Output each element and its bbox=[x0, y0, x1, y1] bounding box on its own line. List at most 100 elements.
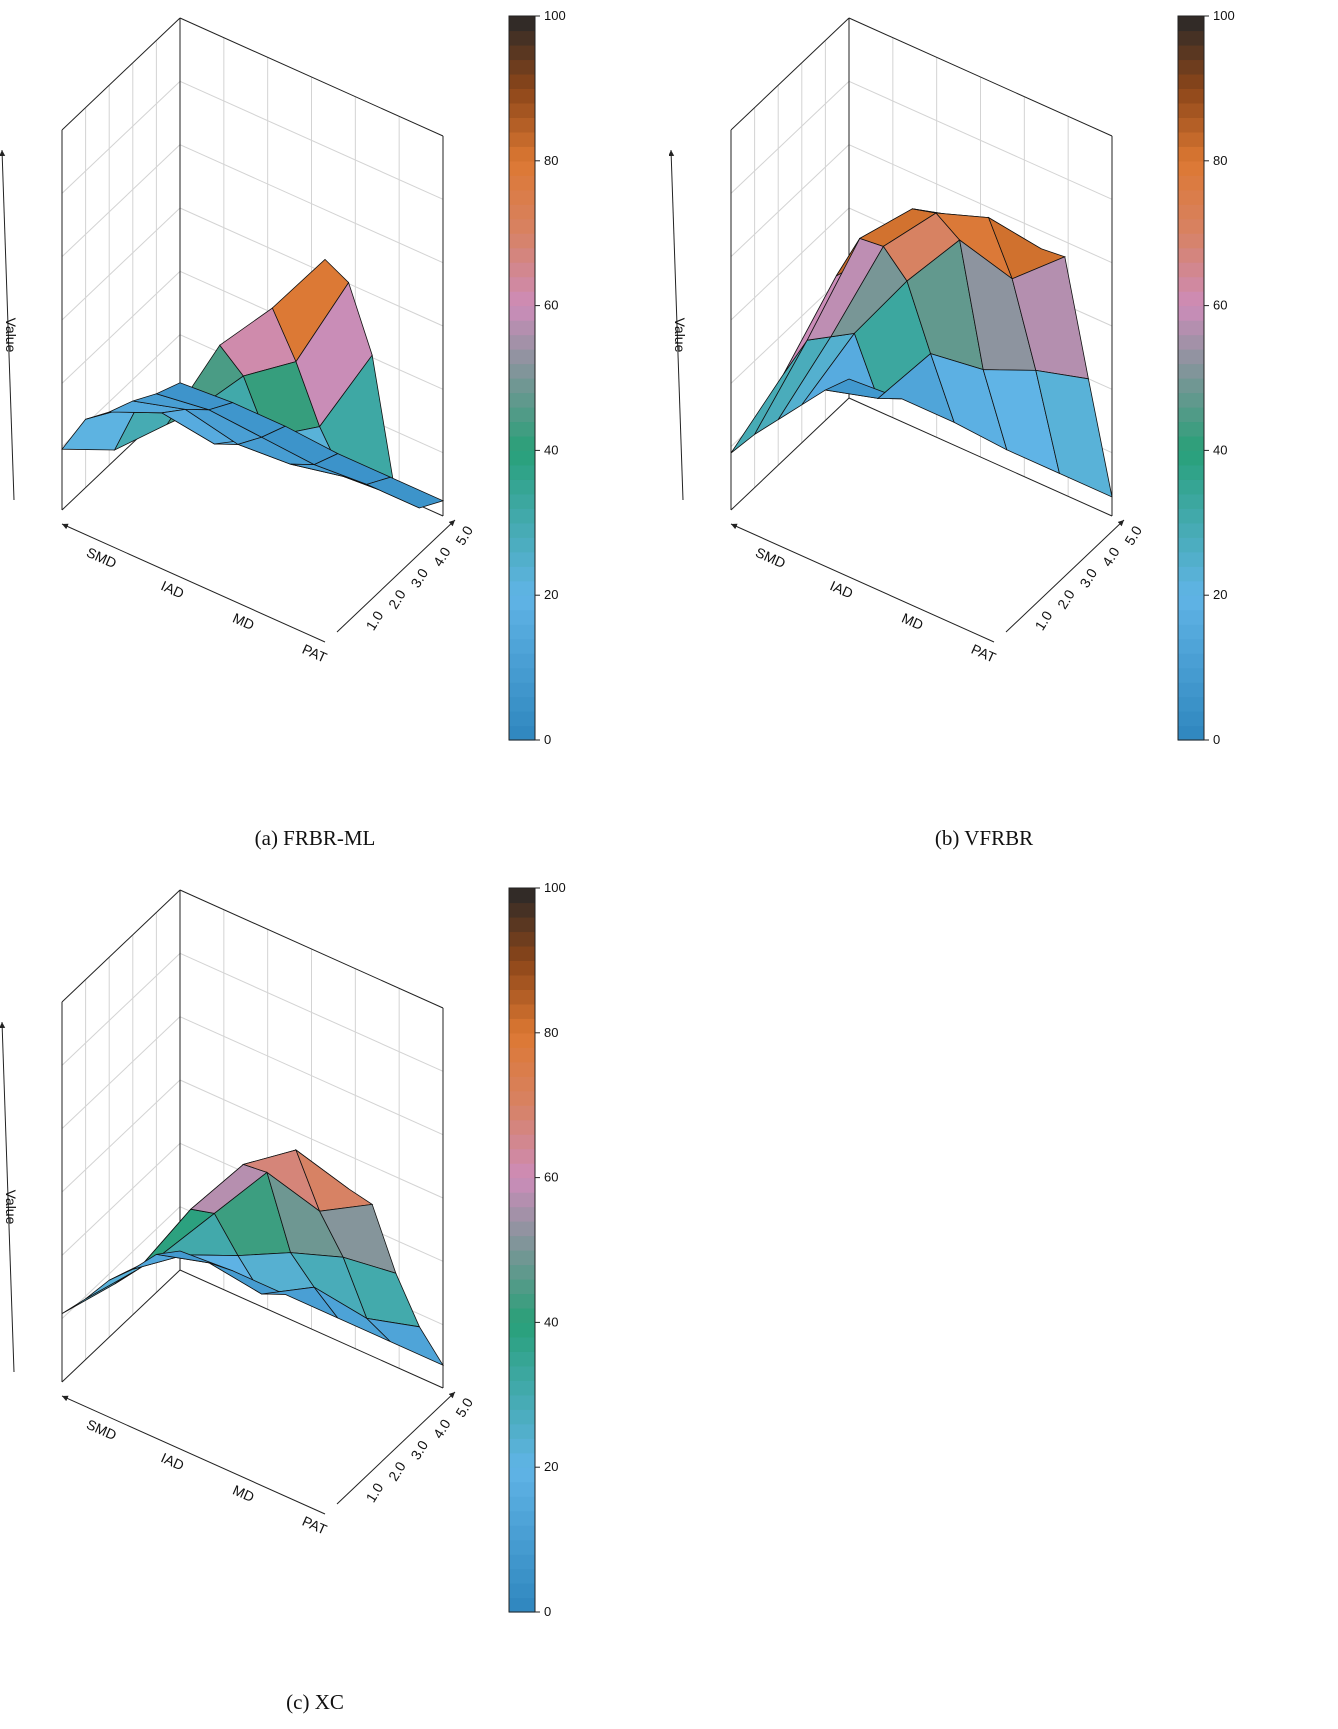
y-tick-label: 4.0 bbox=[430, 544, 454, 569]
y-tick-label: 4.0 bbox=[430, 1416, 454, 1441]
axes bbox=[0, 149, 456, 643]
x-tick-label: IAD bbox=[159, 1449, 187, 1473]
colorbar-segment bbox=[509, 189, 535, 205]
colorbar-segment bbox=[1178, 233, 1204, 249]
x-tick-label: PAT bbox=[300, 1513, 330, 1538]
surface-cell bbox=[365, 476, 445, 509]
colorbar: 0 20 40 60 80 100 bbox=[1177, 8, 1235, 747]
y-tick-label: 3.0 bbox=[407, 565, 431, 590]
colorbar-segment bbox=[509, 653, 535, 669]
colorbar-segment bbox=[509, 1423, 535, 1439]
z-axis-label: Value bbox=[3, 1190, 19, 1225]
colorbar-segment bbox=[1178, 653, 1204, 669]
colorbar-tick-label: 60 bbox=[544, 1170, 558, 1185]
y-tick-label: 3.0 bbox=[407, 1437, 431, 1462]
colorbar-segment bbox=[509, 1134, 535, 1150]
colorbar-segment bbox=[509, 508, 535, 524]
chart-xc: Value SMD IAD MD PAT 1.0 2.0 3.0 4.0 5.0 0 20 40 60 80… bbox=[0, 872, 669, 1729]
colorbar-tick-label: 80 bbox=[544, 153, 558, 168]
surface-cell bbox=[1035, 369, 1113, 498]
colorbar-segment bbox=[1178, 682, 1204, 698]
colorbar-segment bbox=[509, 30, 535, 46]
y-tick-label: 5.0 bbox=[452, 523, 476, 548]
colorbar-segment bbox=[509, 638, 535, 654]
colorbar-segment bbox=[1178, 435, 1204, 451]
colorbar-segment bbox=[509, 349, 535, 365]
y-tick-label: 3.0 bbox=[1076, 565, 1100, 590]
colorbar-segment bbox=[509, 1467, 535, 1483]
colorbar-tick-label: 40 bbox=[544, 442, 558, 457]
colorbar-segment bbox=[509, 1307, 535, 1323]
colorbar-segment bbox=[509, 276, 535, 292]
colorbar-segment bbox=[509, 1163, 535, 1179]
x-axis bbox=[730, 523, 995, 643]
colorbar-segment bbox=[509, 711, 535, 727]
x-axis bbox=[61, 523, 326, 643]
colorbar-segment bbox=[1178, 73, 1204, 89]
colorbar-segment bbox=[509, 1278, 535, 1295]
colorbar-segment bbox=[509, 1090, 535, 1106]
surface bbox=[730, 208, 1113, 498]
x-tick-label: MD bbox=[230, 610, 256, 633]
colorbar-segment bbox=[509, 102, 535, 118]
colorbar-tick-label: 0 bbox=[1213, 732, 1220, 747]
colorbar-segment bbox=[509, 667, 535, 683]
colorbar-segment bbox=[509, 44, 535, 61]
colorbar-segment bbox=[509, 1554, 535, 1570]
colorbar-segment bbox=[1178, 102, 1204, 118]
colorbar-segment bbox=[509, 1568, 535, 1584]
colorbar-segment bbox=[1178, 146, 1204, 162]
colorbar-segment bbox=[509, 1322, 535, 1338]
colorbar-segment bbox=[509, 421, 535, 437]
colorbar-tick-label: 100 bbox=[1213, 8, 1235, 23]
colorbar-segment bbox=[509, 1148, 535, 1164]
colorbar-segment bbox=[509, 320, 535, 336]
colorbar-segment bbox=[1178, 551, 1204, 567]
colorbar-segment bbox=[509, 1539, 535, 1555]
colorbar-segment bbox=[509, 406, 535, 423]
colorbar-segment bbox=[509, 1264, 535, 1280]
y-axis bbox=[336, 1391, 456, 1505]
colorbar-segment bbox=[509, 902, 535, 918]
colorbar-segment bbox=[509, 1047, 535, 1063]
colorbar-segment bbox=[1178, 508, 1204, 524]
colorbar-segment bbox=[1178, 580, 1204, 596]
colorbar-segment bbox=[509, 233, 535, 249]
colorbar-segment bbox=[1178, 363, 1204, 379]
colorbar-segment bbox=[1178, 175, 1204, 191]
caption-frbr-ml: (a) FRBR-ML bbox=[254, 826, 376, 850]
colorbar-segment bbox=[509, 931, 535, 947]
y-tick-label: 5.0 bbox=[452, 1395, 476, 1420]
y-tick-label: 4.0 bbox=[1099, 544, 1123, 569]
x-tick-label: SMD bbox=[84, 1416, 119, 1443]
colorbar-segment bbox=[509, 1250, 535, 1266]
colorbar-segment bbox=[1178, 479, 1204, 495]
colorbar-segment bbox=[509, 916, 535, 933]
colorbar-segment bbox=[509, 16, 535, 32]
colorbar-segment bbox=[1178, 667, 1204, 683]
z-axis bbox=[669, 149, 684, 501]
y-tick-label: 2.0 bbox=[385, 1459, 409, 1484]
colorbar-segment bbox=[509, 262, 535, 278]
colorbar-segment bbox=[1178, 189, 1204, 205]
colorbar-segment bbox=[509, 1394, 535, 1410]
y-tick-label: 2.0 bbox=[1054, 587, 1078, 612]
colorbar-segment bbox=[509, 888, 535, 904]
x-tick-label: IAD bbox=[828, 577, 856, 601]
colorbar: 0 20 40 60 80 100 bbox=[508, 8, 566, 747]
colorbar-segment bbox=[1178, 450, 1204, 466]
colorbar-segment bbox=[509, 1351, 535, 1367]
colorbar-segment bbox=[509, 117, 535, 133]
z-axis bbox=[0, 149, 15, 501]
colorbar-segment bbox=[509, 1365, 535, 1381]
colorbar-segment bbox=[509, 392, 535, 408]
y-axis bbox=[336, 519, 456, 633]
colorbar-tick-label: 0 bbox=[544, 732, 551, 747]
x-tick-label: MD bbox=[230, 1482, 256, 1505]
colorbar-segment bbox=[1178, 262, 1204, 278]
colorbar-segment bbox=[1178, 624, 1204, 640]
colorbar: 0 20 40 60 80 100 bbox=[508, 880, 566, 1619]
surface bbox=[61, 258, 445, 509]
surface-cell bbox=[365, 1317, 445, 1367]
chart-frbr-ml: Value SMD IAD MD PAT 1.0 2.0 3.0 4.0 5.0 0 20 40 60 80… bbox=[0, 0, 669, 870]
